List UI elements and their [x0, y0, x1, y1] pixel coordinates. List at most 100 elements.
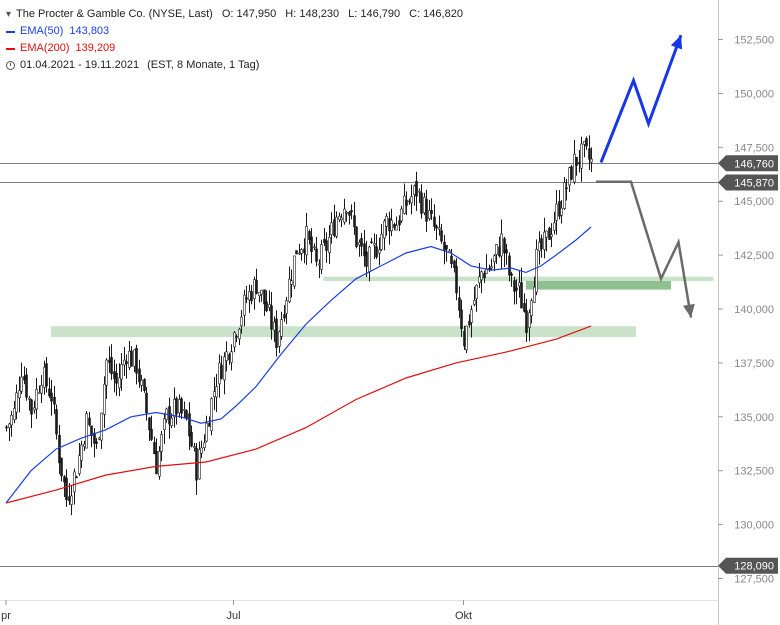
candle-down — [30, 399, 33, 415]
candle-down — [195, 447, 198, 481]
candle-down — [108, 359, 111, 363]
candle-up — [385, 215, 388, 227]
candle-up — [473, 300, 476, 305]
candle-up — [530, 300, 533, 317]
candle-down — [148, 417, 151, 431]
close-value: C: 146,820 — [409, 8, 463, 20]
candle-up — [173, 399, 176, 418]
candle-down — [245, 297, 248, 300]
candle-up — [500, 233, 503, 257]
candle-down — [575, 157, 578, 166]
candle-up — [40, 385, 43, 394]
candle-up — [480, 271, 483, 281]
candle-up — [553, 222, 556, 231]
candle-up — [493, 255, 496, 263]
candle-up — [20, 376, 23, 392]
candle-down — [520, 282, 523, 309]
candle-down — [585, 138, 588, 147]
y-tick-label: 140,000 — [734, 304, 774, 316]
price-marker-label: 146,760 — [734, 158, 774, 170]
candle-up — [335, 216, 338, 237]
candle-up — [35, 389, 38, 410]
candle-down — [523, 303, 526, 312]
candle-up — [163, 418, 166, 430]
candlestick-series — [5, 135, 593, 516]
low-value: L: 146,790 — [348, 8, 401, 20]
candle-up — [290, 280, 293, 285]
x-tick-label: Okt — [455, 610, 472, 622]
candle-up — [230, 351, 233, 363]
ema200-line — [5, 325, 592, 504]
candle-up — [580, 143, 583, 169]
candle-up — [428, 210, 431, 220]
candle-down — [180, 398, 183, 414]
candle-up — [243, 294, 246, 316]
candle-down — [315, 248, 318, 262]
candle-up — [83, 443, 86, 447]
candle-up — [128, 350, 131, 368]
candle-up — [528, 312, 531, 328]
candle-down — [513, 280, 516, 292]
candle-down — [25, 374, 28, 398]
instrument-title: The Procter & Gamble Co. (NYSE, Last) — [16, 8, 213, 20]
candle-down — [188, 413, 191, 437]
candle-up — [410, 196, 413, 204]
candle-down — [50, 392, 53, 402]
candle-down — [138, 368, 141, 383]
candle-down — [130, 350, 133, 367]
candle-down — [220, 364, 223, 379]
price-axis: 127,500 130,000 132,500 135,000 137,500 140,0… — [718, 35, 774, 585]
candle-down — [505, 249, 508, 254]
candle-up — [28, 398, 31, 400]
candle-up — [85, 413, 88, 449]
candle-down — [283, 314, 286, 319]
y-tick-label: 150,000 — [734, 88, 774, 100]
y-tick-label: 145,000 — [734, 196, 774, 208]
candle-up — [213, 391, 216, 398]
candle-up — [15, 392, 18, 413]
candle-up — [198, 449, 201, 480]
candle-down — [113, 371, 116, 379]
candle-down — [150, 428, 153, 440]
ema50-line — [5, 226, 592, 504]
candle-up — [400, 208, 403, 222]
candle-up — [123, 359, 126, 366]
candle-down — [310, 236, 313, 253]
candle-down — [235, 336, 238, 338]
candle-down — [68, 496, 71, 502]
candle-up — [10, 414, 13, 426]
candle-down — [125, 361, 128, 365]
price-marker-badge — [718, 155, 778, 172]
candle-down — [48, 388, 51, 397]
ema200-swatch-icon — [6, 47, 15, 50]
candle-down — [5, 426, 8, 429]
chevron-down-icon[interactable]: ▾ — [6, 9, 12, 20]
candle-down — [60, 457, 63, 477]
y-tick-label: 135,000 — [734, 412, 774, 424]
y-tick-label: 147,500 — [734, 142, 774, 154]
candle-down — [255, 279, 258, 294]
candle-up — [328, 237, 331, 253]
candle-down — [90, 425, 93, 436]
y-tick-label: 132,500 — [734, 466, 774, 478]
candle-up — [378, 249, 381, 254]
candle-down — [515, 287, 518, 291]
candle-down — [355, 226, 358, 247]
legend-ema200[interactable]: EMA(200) 139,209 — [6, 40, 463, 57]
candle-down — [510, 273, 513, 276]
candle-up — [203, 442, 206, 448]
candle-up — [573, 153, 576, 183]
support-zone — [526, 280, 671, 290]
candle-down — [53, 396, 56, 405]
candle-down — [185, 410, 188, 419]
candle-up — [253, 279, 256, 300]
candle-up — [555, 203, 558, 221]
legend-ema50[interactable]: EMA(50) 143,803 — [6, 23, 463, 40]
candle-up — [368, 246, 371, 273]
candle-up — [320, 244, 323, 270]
candle-up — [278, 331, 281, 347]
candle-down — [348, 211, 351, 216]
candle-up — [225, 351, 228, 361]
candle-down — [435, 225, 438, 229]
